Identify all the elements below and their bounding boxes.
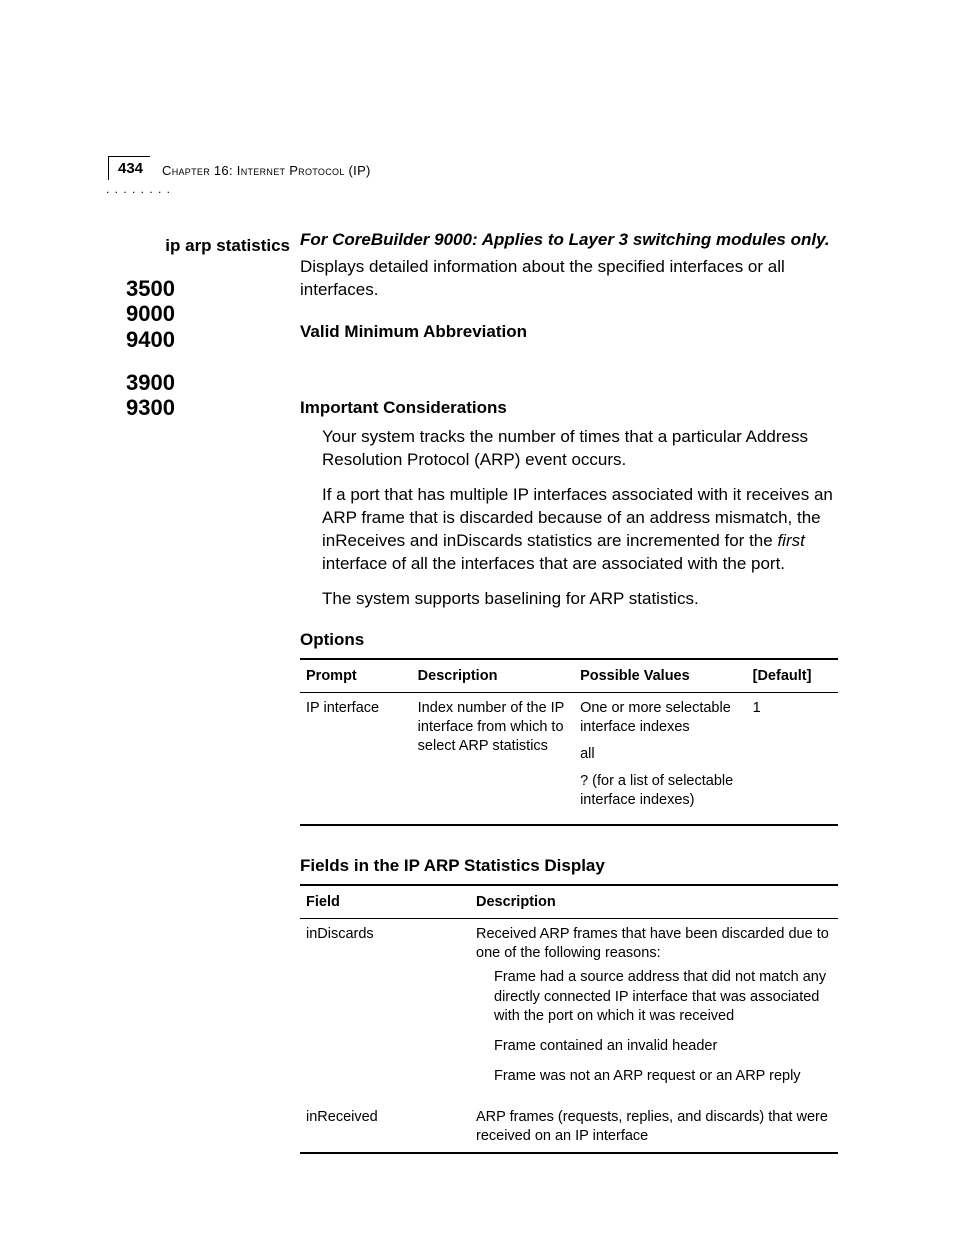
fields-heading: Fields in the IP ARP Statistics Display bbox=[300, 856, 838, 876]
command-title: ip arp statistics bbox=[120, 236, 290, 256]
model: 3500 bbox=[126, 276, 290, 301]
field-sub1: Frame had a source address that did not … bbox=[494, 968, 832, 1027]
opts-h-pv: Possible Values bbox=[574, 659, 747, 693]
opts-prompt: IP interface bbox=[300, 693, 412, 825]
field-desc: Received ARP frames that have been disca… bbox=[476, 925, 832, 963]
models-group-2: 3900 9300 bbox=[120, 370, 290, 421]
model: 3900 bbox=[126, 370, 290, 395]
header-dots: . . . . . . . . bbox=[106, 182, 171, 196]
opts-pv2: all bbox=[580, 745, 741, 764]
cons2-first: first bbox=[777, 531, 804, 550]
field-sub3: Frame was not an ARP request or an ARP r… bbox=[494, 1067, 832, 1087]
left-column: ip arp statistics 3500 9000 9400 3900 93… bbox=[120, 230, 290, 420]
applies-note: For CoreBuilder 9000: Applies to Layer 3… bbox=[300, 230, 838, 250]
model: 9300 bbox=[126, 395, 290, 420]
opts-pv1: One or more selectable interface indexes bbox=[580, 699, 741, 737]
page-number: 434 bbox=[118, 160, 143, 177]
cons2-b: interface of all the interfaces that are… bbox=[322, 554, 785, 573]
opts-pv: One or more selectable interface indexes… bbox=[574, 693, 747, 825]
opts-h-def: [Default] bbox=[747, 659, 838, 693]
fields-h-field: Field bbox=[300, 885, 470, 919]
opts-h-desc: Description bbox=[412, 659, 574, 693]
consideration-2: If a port that has multiple IP interface… bbox=[322, 484, 838, 576]
opts-h-prompt: Prompt bbox=[300, 659, 412, 693]
models-group-1: 3500 9000 9400 bbox=[120, 276, 290, 352]
valid-abbrev-heading: Valid Minimum Abbreviation bbox=[300, 322, 838, 342]
field-desc-cell: Received ARP frames that have been disca… bbox=[470, 918, 838, 1102]
cons2-a: If a port that has multiple IP interface… bbox=[322, 485, 833, 550]
fields-h-desc: Description bbox=[470, 885, 838, 919]
consideration-1: Your system tracks the number of times t… bbox=[322, 426, 838, 472]
options-table: Prompt Description Possible Values [Defa… bbox=[300, 658, 838, 825]
chapter-text: Chapter 16: Internet Protocol (IP) bbox=[162, 163, 371, 178]
considerations-block: Your system tracks the number of times t… bbox=[322, 426, 838, 611]
intro-paragraph: Displays detailed information about the … bbox=[300, 256, 838, 302]
opts-pv3: ? (for a list of selectable interface in… bbox=[580, 772, 741, 810]
opts-def: 1 bbox=[747, 693, 838, 825]
model: 9400 bbox=[126, 327, 290, 352]
header-rule-left bbox=[108, 156, 109, 180]
header-rule-top bbox=[108, 156, 150, 157]
field-name: inDiscards bbox=[300, 918, 470, 1102]
right-column: For CoreBuilder 9000: Applies to Layer 3… bbox=[300, 230, 838, 1154]
opts-desc: Index number of the IP interface from wh… bbox=[412, 693, 574, 825]
field-sub-list: Frame had a source address that did not … bbox=[494, 968, 832, 1086]
model: 9000 bbox=[126, 301, 290, 326]
chapter-label: Chapter 16: Internet Protocol (IP) bbox=[162, 163, 371, 178]
considerations-heading: Important Considerations bbox=[300, 398, 838, 418]
field-sub2: Frame contained an invalid header bbox=[494, 1037, 832, 1057]
options-heading: Options bbox=[300, 630, 838, 650]
consideration-3: The system supports baselining for ARP s… bbox=[322, 588, 838, 611]
fields-table: Field Description inDiscards Received AR… bbox=[300, 884, 838, 1154]
field-desc: ARP frames (requests, replies, and disca… bbox=[470, 1102, 838, 1153]
field-name: inReceived bbox=[300, 1102, 470, 1153]
